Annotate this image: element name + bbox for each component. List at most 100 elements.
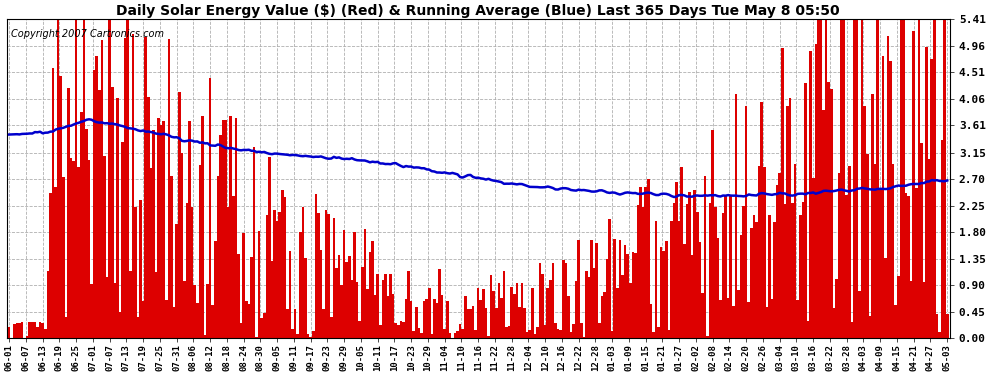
Bar <box>289 251 291 338</box>
Bar <box>624 244 627 338</box>
Bar <box>235 118 238 338</box>
Bar <box>103 156 106 338</box>
Bar <box>13 324 16 338</box>
Bar <box>642 207 644 338</box>
Bar <box>874 164 876 338</box>
Bar <box>426 299 428 338</box>
Bar <box>157 118 160 338</box>
Bar <box>760 102 763 338</box>
Bar <box>29 322 31 338</box>
Bar <box>742 207 744 338</box>
Bar <box>836 279 838 338</box>
Bar <box>738 290 740 338</box>
Bar <box>931 59 933 338</box>
Bar <box>577 240 580 338</box>
Bar <box>270 261 273 338</box>
Bar <box>59 76 62 338</box>
Bar <box>400 321 402 338</box>
Bar <box>542 274 544 338</box>
Bar <box>621 274 624 338</box>
Bar <box>265 214 268 338</box>
Bar <box>482 289 485 338</box>
Bar <box>415 308 418 338</box>
Bar <box>98 90 101 338</box>
Bar <box>188 121 191 338</box>
Bar <box>472 306 474 338</box>
Bar <box>444 329 446 338</box>
Bar <box>111 87 114 338</box>
Bar <box>31 322 34 338</box>
Bar <box>67 88 69 338</box>
Bar <box>80 112 82 338</box>
Bar <box>593 268 595 338</box>
Bar <box>588 277 590 338</box>
Bar <box>629 283 632 338</box>
Bar <box>704 176 706 338</box>
Bar <box>508 326 511 338</box>
Bar <box>82 20 85 338</box>
Bar <box>175 224 178 338</box>
Bar <box>51 68 54 338</box>
Bar <box>926 47 928 338</box>
Bar <box>312 331 315 338</box>
Bar <box>683 244 686 338</box>
Bar <box>714 207 717 338</box>
Bar <box>678 221 680 338</box>
Bar <box>511 287 513 338</box>
Bar <box>392 294 394 338</box>
Bar <box>178 92 180 338</box>
Bar <box>106 277 108 338</box>
Bar <box>21 322 24 338</box>
Bar <box>838 173 841 338</box>
Bar <box>667 330 670 338</box>
Bar <box>34 322 37 338</box>
Bar <box>361 267 363 338</box>
Bar <box>257 231 260 338</box>
Bar <box>148 97 149 338</box>
Bar <box>905 193 907 338</box>
Bar <box>152 130 154 338</box>
Bar <box>918 20 920 338</box>
Bar <box>72 161 75 338</box>
Bar <box>768 215 770 338</box>
Bar <box>193 285 196 338</box>
Bar <box>389 274 392 338</box>
Bar <box>260 318 263 338</box>
Bar <box>366 290 368 338</box>
Bar <box>376 274 379 338</box>
Bar <box>368 252 371 338</box>
Bar <box>608 219 611 338</box>
Bar <box>93 69 95 338</box>
Bar <box>928 159 931 338</box>
Bar <box>889 61 892 338</box>
Bar <box>374 295 376 338</box>
Bar <box>662 251 665 338</box>
Bar <box>503 271 505 338</box>
Bar <box>601 296 603 338</box>
Bar <box>727 298 730 338</box>
Bar <box>554 323 556 338</box>
Bar <box>263 313 265 338</box>
Bar <box>900 20 902 338</box>
Bar <box>807 321 810 338</box>
Bar <box>16 323 18 338</box>
Bar <box>330 317 333 338</box>
Bar <box>222 120 225 338</box>
Bar <box>325 210 328 338</box>
Bar <box>114 283 116 338</box>
Bar <box>750 228 752 338</box>
Bar <box>647 179 649 338</box>
Bar <box>657 327 660 338</box>
Bar <box>773 222 776 338</box>
Bar <box>606 260 608 338</box>
Bar <box>121 142 124 338</box>
Bar <box>479 300 482 338</box>
Bar <box>887 36 889 338</box>
Bar <box>307 334 310 338</box>
Bar <box>611 331 614 338</box>
Bar <box>884 258 887 338</box>
Bar <box>603 292 606 338</box>
Bar <box>853 20 855 338</box>
Bar <box>387 296 389 338</box>
Bar <box>8 327 11 338</box>
